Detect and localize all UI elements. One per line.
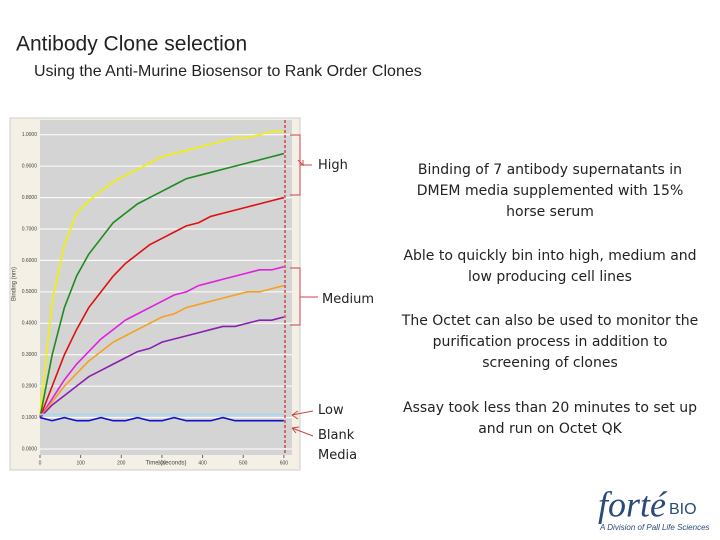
x-tick-label: 400: [198, 460, 207, 466]
annotation: Blank Media: [318, 428, 358, 463]
plot-area: [40, 120, 292, 455]
title: Antibody Clone selection: [16, 33, 247, 56]
y-tick-label: 0.6000: [22, 258, 38, 264]
note: Binding of 7 antibody supernatants in DM…: [416, 162, 684, 220]
y-tick-label: 0.4000: [22, 321, 38, 327]
x-tick-label: 100: [76, 460, 85, 466]
y-axis-label: Binding (nm): [12, 267, 18, 301]
y-tick-label: 0.0000: [22, 446, 38, 452]
high-bracket: [290, 134, 312, 196]
note: The Octet can also be used to monitor th…: [401, 313, 699, 371]
x-axis-label: Time (seconds): [145, 461, 186, 467]
series-line: [39, 196, 285, 418]
y-tick-label: 1.0000: [22, 132, 38, 138]
y-tick-label: 0.8000: [22, 195, 38, 201]
x-tick-label: 500: [239, 460, 248, 466]
series-line: [39, 284, 285, 419]
y-tick-label: 0.2000: [22, 383, 38, 389]
logo-tagline: A Division of Pall Life Sciences: [599, 523, 710, 532]
annotation: Medium: [322, 292, 374, 307]
x-tick-label: 200: [117, 460, 126, 466]
note: Assay took less than 20 minutes to set u…: [403, 400, 697, 437]
note: Able to quickly bin into high, medium an…: [403, 248, 697, 285]
y-tick-label: 0.1000: [22, 415, 38, 421]
series-line: [39, 152, 285, 418]
logo-name: forté: [598, 484, 668, 524]
series-line: [39, 130, 284, 415]
blank-arrow: [291, 426, 314, 437]
medium-bracket: [290, 267, 318, 326]
chart: 0.0000 0.1000 0.2000 0.3000 0.4000 0.5000 0.60…: [12, 130, 292, 467]
annotation: Low: [318, 403, 344, 418]
x-tick-label: 300: [158, 460, 167, 466]
low-arrow: [291, 410, 314, 420]
logo-suffix: BIO: [669, 501, 697, 518]
annotation: High: [318, 158, 348, 173]
y-tick-label: 0.5000: [22, 289, 38, 295]
y-tick-label: 0.9000: [22, 163, 38, 169]
x-tick-label: 600: [280, 460, 289, 466]
series-line: [39, 316, 285, 419]
y-tick-label: 0.7000: [22, 226, 38, 232]
series-line: [39, 265, 285, 419]
subtitle: Using the Anti-Murine Biosensor to Rank …: [34, 63, 422, 80]
y-tick-label: 0.3000: [22, 352, 38, 358]
series-line: [39, 416, 284, 422]
x-tick-label: 0: [39, 460, 42, 466]
